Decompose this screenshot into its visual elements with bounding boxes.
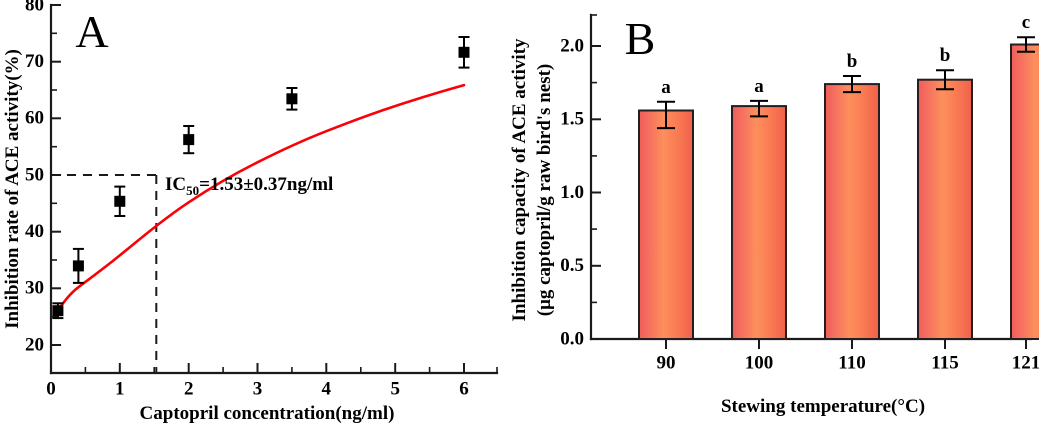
bar-90[interactable]	[638, 100, 694, 340]
bar-110[interactable]	[824, 75, 880, 340]
data-point-a-4	[183, 125, 195, 155]
panel-b: 0.0 0.5 1.0 1.5 2.0	[505, 0, 1039, 428]
x-axis-title-a: Captopril concentration(ng/ml)	[140, 403, 395, 424]
y-axis-title-b-line1: Inhibition capacity of ACE activity	[509, 38, 530, 321]
data-point-a-1	[52, 302, 64, 320]
y-tick-label-b-0: 0.0	[560, 328, 584, 349]
y-tick-label-a-30: 30	[25, 278, 44, 299]
ic50-annotation: IC50=1.53±0.37ng/ml	[165, 174, 333, 198]
x-tick-label-b-115: 115	[931, 352, 958, 373]
y-axis-title-a: Inhibition rate of ACE activity(%)	[2, 49, 23, 329]
bar-115[interactable]	[917, 69, 973, 340]
x-tick-label-a-4: 4	[322, 378, 332, 399]
y-axis-title-b-line2: (μg captopril/g raw bird's nest)	[534, 64, 555, 316]
sig-letter-100: a	[754, 76, 764, 97]
x-tick-label-a-0: 0	[46, 378, 56, 399]
y-tick-label-a-60: 60	[25, 108, 44, 129]
fit-curve-a	[56, 83, 466, 312]
x-tick-label-b-100: 100	[745, 352, 774, 373]
data-point-a-3	[114, 185, 126, 217]
y-tick-label-b-05: 0.5	[560, 255, 584, 276]
sig-letter-121: c	[1022, 12, 1030, 33]
y-tick-label-a-80: 80	[25, 0, 44, 15]
y-tick-label-a-70: 70	[25, 51, 44, 72]
data-point-a-2	[72, 247, 84, 284]
x-ticks-major-a	[50, 363, 465, 373]
ic50-subscript: 50	[186, 183, 199, 198]
bar-121[interactable]	[1010, 36, 1039, 340]
y-ticks-minor-a	[51, 32, 57, 374]
y-tick-label-a-40: 40	[25, 221, 44, 242]
bar-100[interactable]	[731, 99, 787, 340]
bar-group-b	[638, 36, 1039, 340]
x-tick-label-b-121: 121	[1012, 352, 1039, 373]
y-tick-label-b-10: 1.0	[560, 182, 584, 203]
data-point-a-6	[458, 36, 470, 69]
ic50-suffix: =1.53±0.37ng/ml	[199, 174, 333, 195]
panel-a: 80 70 60 50 40 30 20	[0, 0, 505, 428]
panel-a-svg: 80 70 60 50 40 30 20	[2, 0, 499, 424]
sig-letter-110: b	[847, 51, 858, 72]
y-ticks-minor-b	[591, 14, 597, 304]
x-tick-label-a-5: 5	[390, 378, 400, 399]
x-ticks-b	[665, 339, 1027, 349]
x-tick-label-a-3: 3	[253, 378, 263, 399]
y-tick-label-b-15: 1.5	[560, 109, 584, 130]
sig-letter-115: b	[940, 45, 951, 66]
panel-letter-a: A	[75, 6, 108, 57]
y-tick-label-b-20: 2.0	[560, 35, 584, 56]
y-tick-label-a-50: 50	[25, 164, 44, 185]
data-point-group-a	[52, 36, 470, 320]
sig-letter-90: a	[661, 77, 671, 98]
x-tick-label-a-6: 6	[459, 378, 469, 399]
data-point-a-5	[286, 87, 298, 111]
y-ticks-major-b	[591, 45, 601, 340]
y-tick-label-a-20: 20	[25, 334, 44, 355]
panel-b-svg: 0.0 0.5 1.0 1.5 2.0	[509, 12, 1039, 417]
x-tick-label-b-110: 110	[838, 352, 865, 373]
svg-text:IC50=1.53±0.37ng/ml: IC50=1.53±0.37ng/ml	[165, 174, 333, 198]
x-tick-label-a-1: 1	[115, 378, 125, 399]
x-axis-title-b: Stewing temperature(°C)	[721, 396, 925, 417]
ic50-prefix: IC	[165, 174, 186, 195]
x-tick-label-a-2: 2	[184, 378, 194, 399]
x-ticks-minor-a	[84, 367, 498, 373]
panel-letter-b: B	[625, 13, 656, 64]
x-tick-label-b-90: 90	[657, 352, 676, 373]
